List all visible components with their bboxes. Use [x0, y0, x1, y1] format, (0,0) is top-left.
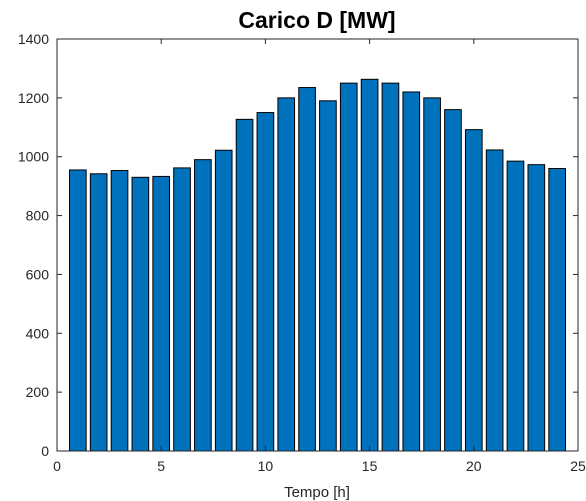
bar — [110, 170, 129, 452]
chart-title: Carico D [MW] — [238, 7, 395, 33]
y-tick-label: 800 — [26, 208, 50, 224]
y-tick-label: 1200 — [18, 90, 49, 106]
bar — [152, 175, 171, 452]
y-tick-label: 1400 — [18, 31, 49, 47]
x-tick-label: 5 — [157, 458, 165, 474]
bar — [381, 82, 400, 452]
bar — [339, 82, 358, 452]
x-tick-label: 0 — [53, 458, 61, 474]
bar — [506, 160, 525, 452]
bar — [277, 97, 296, 452]
bar — [256, 112, 275, 452]
y-tick-label: 400 — [26, 325, 50, 341]
y-tick-label: 0 — [41, 443, 49, 459]
bar — [360, 78, 379, 452]
bar — [298, 87, 316, 452]
bar — [402, 91, 421, 452]
bar — [69, 169, 87, 452]
y-tick-label: 200 — [26, 384, 50, 400]
bar — [89, 173, 108, 452]
x-tick-label: 10 — [258, 458, 274, 474]
bar — [464, 129, 483, 452]
bar — [423, 97, 441, 452]
bar — [235, 118, 254, 452]
x-axis-label: Tempo [h] — [284, 484, 350, 501]
y-tick-label: 600 — [26, 266, 50, 282]
bar — [527, 164, 546, 452]
bar — [214, 149, 233, 452]
bar — [548, 167, 566, 452]
x-tick-label: 15 — [362, 458, 378, 474]
bar — [485, 149, 504, 452]
bar — [444, 109, 462, 452]
axes-group: 0 5 10 15 20 25 0 200 400 600 800 1000 1200 1400 — [18, 31, 586, 474]
axes-box — [56, 38, 579, 452]
x-tick-label: 25 — [570, 458, 586, 474]
bar — [131, 176, 150, 452]
bar — [319, 100, 337, 452]
bars-group — [69, 78, 566, 452]
x-tick-label: 20 — [466, 458, 482, 474]
bar — [194, 159, 212, 452]
bar — [173, 167, 191, 452]
y-tick-label: 1000 — [18, 149, 49, 165]
